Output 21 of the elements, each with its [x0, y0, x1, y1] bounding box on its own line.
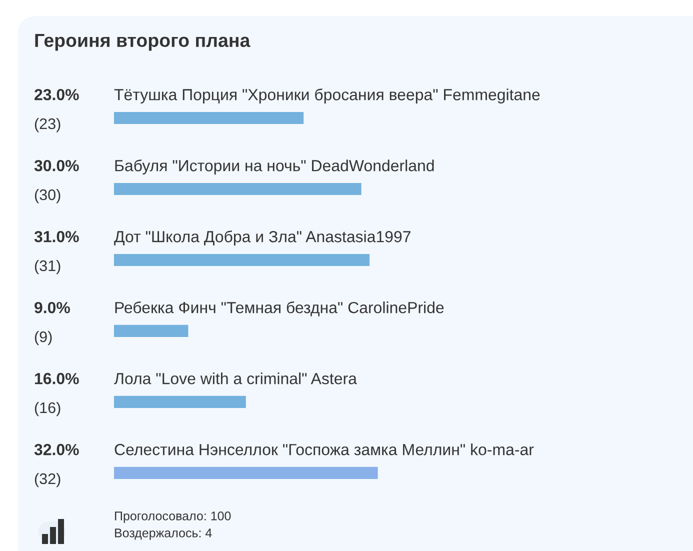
data-label: 9.0% (9) — [34, 302, 70, 346]
text: Проголосовало: 100 — [115, 512, 231, 523]
text: Воздержалось: 4 — [115, 528, 212, 540]
bar — [114, 396, 246, 408]
chart-title: Героиня второго плана — [35, 34, 250, 51]
bar — [114, 466, 378, 479]
y-tick-label: Ребекка Финч "Темная бездна" CarolinePride — [115, 301, 444, 316]
y-tick-label: Лола "Love with a criminal" Astera — [114, 372, 357, 384]
bar — [114, 324, 188, 338]
data-label: 16.0% (16) — [34, 372, 79, 416]
y-tick-label: Бабуля "Истории на ночь" DeadWonderland — [115, 159, 434, 174]
data-label: 31.0% (31) — [34, 230, 79, 274]
data-label: 30.0% (30) — [34, 160, 79, 204]
bar — [114, 254, 370, 266]
data-label: 23.0% (23) — [34, 88, 79, 132]
y-tick-label: Дот "Школа Добра и Зла" Anastasia1997 — [114, 230, 410, 246]
data-label: 32.0% (32) — [34, 444, 79, 488]
y-tick-label: Тётушка Порция "Хроники бросания веера" Femmegitane — [114, 88, 540, 104]
y-tick-label: Селестина Нэнселлок "Госпожа замка Меллин" ko-ma-ar — [114, 444, 534, 456]
bar — [114, 112, 304, 124]
bar — [114, 182, 362, 196]
